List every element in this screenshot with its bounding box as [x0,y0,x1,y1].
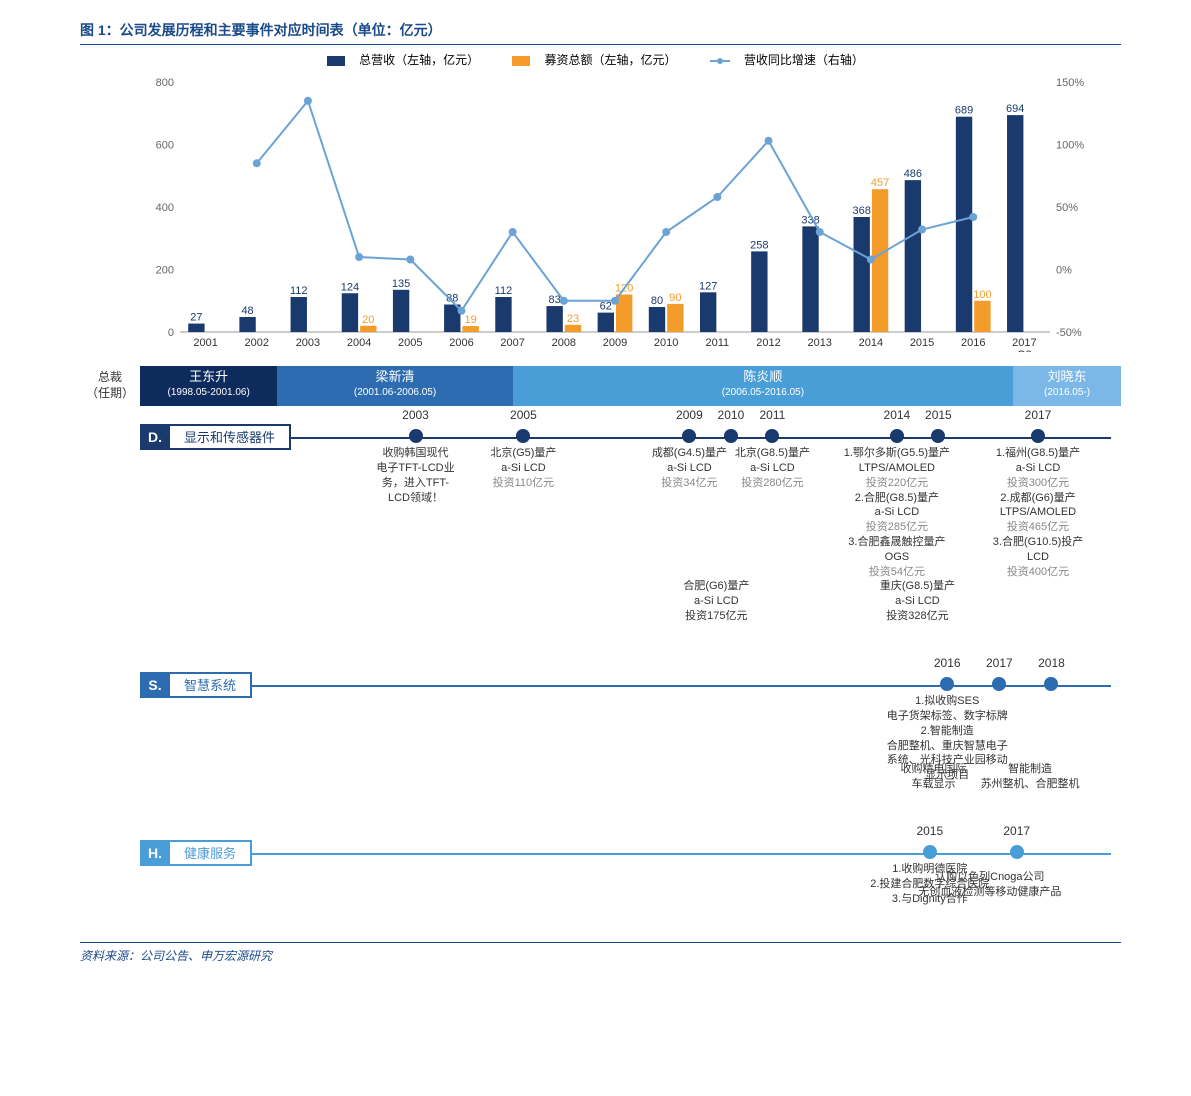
svg-text:2015: 2015 [910,337,934,349]
svg-text:-50%: -50% [1056,327,1082,339]
svg-text:694: 694 [1006,103,1024,115]
timeline-node [931,429,945,443]
svg-text:368: 368 [853,205,871,217]
timeline-badge: D. [140,424,170,450]
svg-text:0: 0 [168,327,174,339]
svg-text:800: 800 [156,77,174,89]
svg-text:2003: 2003 [296,337,320,349]
svg-text:Q3: Q3 [1017,349,1032,352]
main-chart: 0 200 400 600 800 -50% 0% 50% 100% 150% 27 2001 48 20… [140,72,1121,362]
timeline-label: 显示和传感器件 [168,424,291,450]
president-segment: 梁新清(2001.06-2006.05) [277,366,512,406]
svg-text:200: 200 [156,265,174,277]
svg-text:135: 135 [392,278,410,290]
svg-text:2012: 2012 [756,337,780,349]
timeline-node [682,429,696,443]
svg-text:2007: 2007 [500,337,524,349]
timeline-node [992,677,1006,691]
svg-text:2016: 2016 [961,337,985,349]
timeline-node [409,429,423,443]
timeline-node [1010,845,1024,859]
svg-text:127: 127 [699,280,717,292]
svg-text:2017: 2017 [1012,337,1036,349]
figure-title: 图 1：公司发展历程和主要事件对应时间表（单位：亿元） [80,20,1121,45]
svg-text:83: 83 [549,294,561,306]
svg-text:48: 48 [241,305,253,317]
timeline-label: 智慧系统 [168,672,252,698]
svg-text:2009: 2009 [603,337,627,349]
svg-text:2006: 2006 [449,337,473,349]
svg-text:2002: 2002 [245,337,269,349]
svg-text:150%: 150% [1056,77,1084,89]
svg-text:2010: 2010 [654,337,678,349]
svg-text:62: 62 [600,301,612,313]
svg-text:2008: 2008 [552,337,576,349]
svg-text:0%: 0% [1056,265,1072,277]
svg-text:2011: 2011 [706,337,730,349]
timeline-node [765,429,779,443]
source-note: 资料来源：公司公告、申万宏源研究 [80,942,1121,964]
svg-text:2001: 2001 [193,337,217,349]
svg-text:2004: 2004 [347,337,371,349]
chart-legend: 总营收（左轴，亿元） 募资总额（左轴，亿元） 营收同比增速（右轴） [80,51,1121,68]
svg-text:258: 258 [750,239,768,251]
timeline-node [516,429,530,443]
timeline-badge: H. [140,840,170,866]
president-segment: 刘晓东(2016.05-) [1013,366,1121,406]
svg-text:400: 400 [156,202,174,214]
president-segment: 陈炎顺(2006.05-2016.05) [513,366,1013,406]
svg-text:457: 457 [871,177,889,189]
svg-text:2005: 2005 [398,337,422,349]
svg-text:50%: 50% [1056,202,1078,214]
timeline-section: 合肥(G6)量产a-Si LCD投资175亿元重庆(G8.5)量产a-Si LC… [140,424,1121,654]
timeline-section: 收购精电国际车载显示智能制造苏州整机、合肥整机S.智慧系统20161.拟收购SE… [140,672,1121,822]
svg-text:2014: 2014 [859,337,883,349]
svg-text:90: 90 [669,292,681,304]
timeline-section: 认购以色列Cnoga公司无创血液检测等移动健康产品H.健康服务20151.收购明… [140,840,1121,930]
timeline-node [923,845,937,859]
svg-text:600: 600 [156,140,174,152]
svg-text:27: 27 [190,312,202,324]
timeline-node [724,429,738,443]
svg-text:80: 80 [651,295,663,307]
svg-text:19: 19 [465,314,477,326]
timeline-node [940,677,954,691]
timeline-label: 健康服务 [168,840,252,866]
svg-text:124: 124 [341,281,359,293]
timeline-badge: S. [140,672,170,698]
svg-text:2013: 2013 [807,337,831,349]
timeline-node [1031,429,1045,443]
svg-text:23: 23 [567,313,579,325]
svg-text:112: 112 [495,285,513,297]
svg-text:20: 20 [362,314,374,326]
svg-text:100%: 100% [1056,140,1084,152]
president-segment: 王东升(1998.05-2001.06) [140,366,277,406]
svg-text:486: 486 [904,168,922,180]
svg-text:689: 689 [955,105,973,117]
president-timeline: 总裁 （任期） 王东升(1998.05-2001.06)梁新清(2001.06-… [80,366,1121,406]
svg-text:112: 112 [290,285,308,297]
timeline-node [1044,677,1058,691]
svg-text:100: 100 [973,289,991,301]
timeline-node [890,429,904,443]
